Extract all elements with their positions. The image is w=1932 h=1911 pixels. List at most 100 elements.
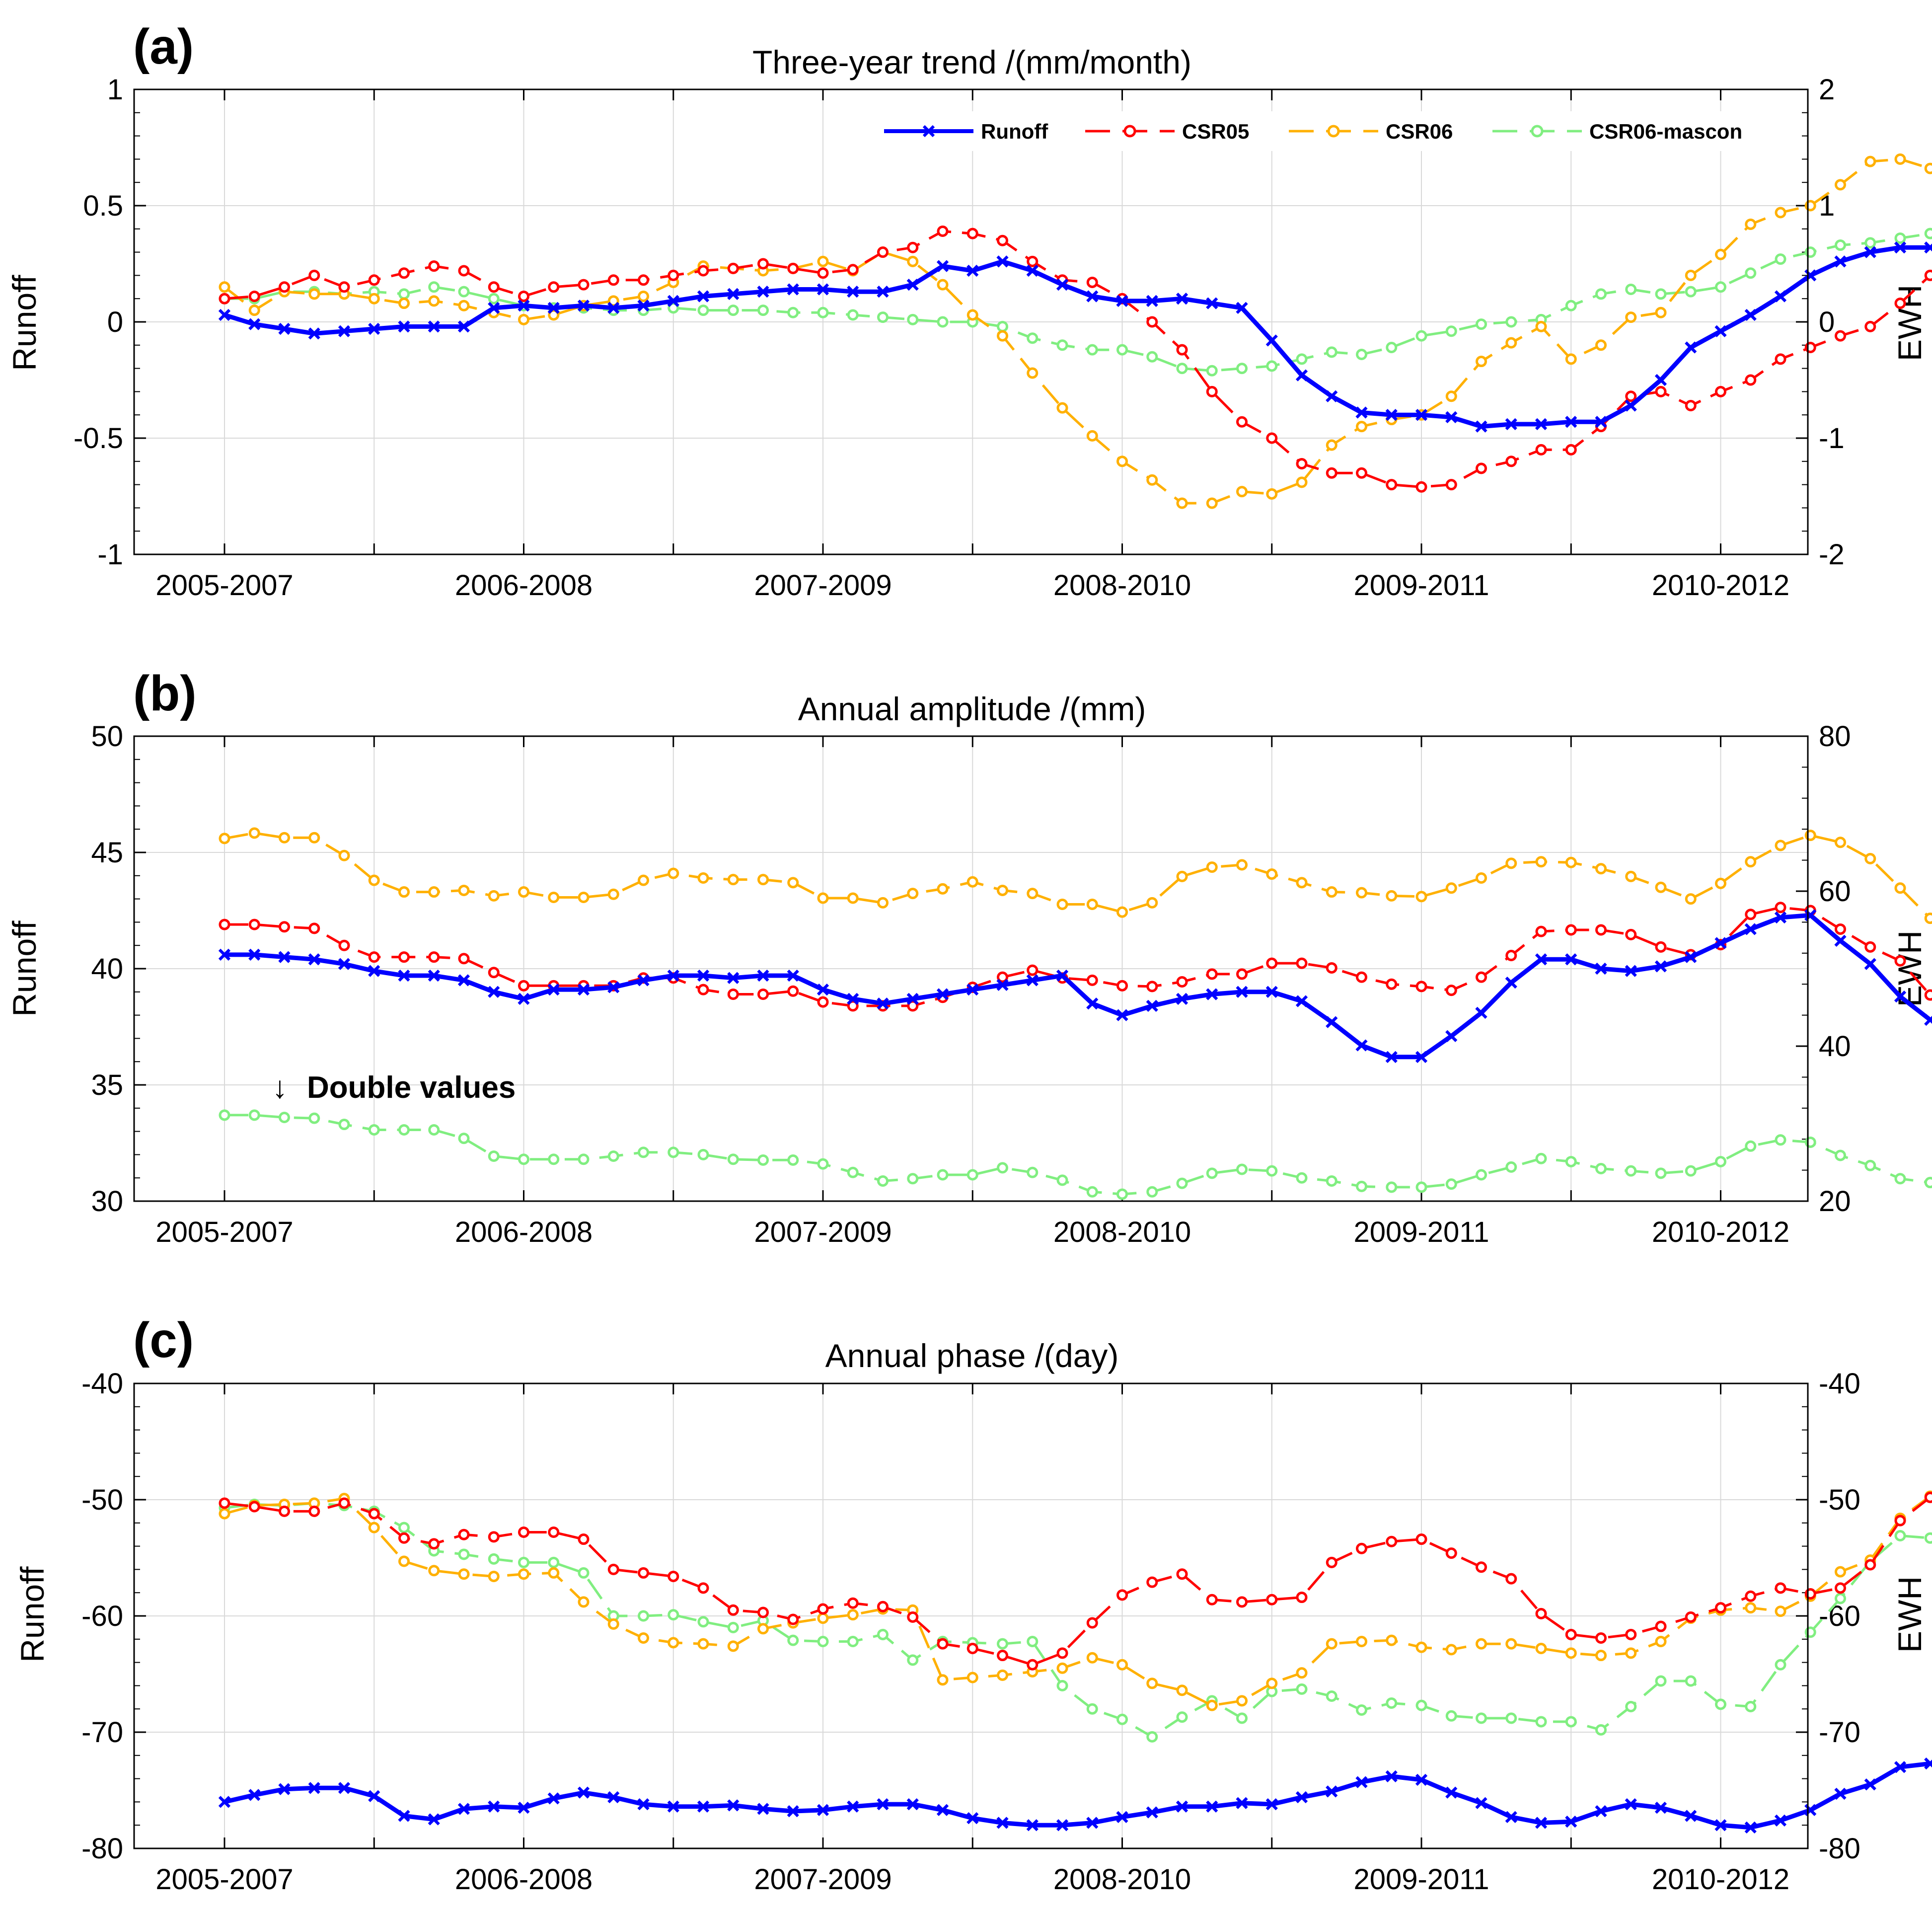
- series-runoff-point: [727, 288, 740, 300]
- series-runoff-point: [1744, 923, 1757, 935]
- panel-b-label: (b): [133, 666, 197, 721]
- series-runoff-point: [1206, 1800, 1218, 1813]
- series-runoff-point: [996, 979, 1009, 991]
- series-runoff-point: [218, 948, 231, 961]
- series-csr06-mascon-point: [1894, 232, 1906, 244]
- series-csr05-point: [1086, 1617, 1098, 1629]
- series-csr05-point: [1027, 964, 1039, 976]
- series-runoff-point: [936, 260, 949, 272]
- series-csr05-point: [1027, 255, 1039, 267]
- series-csr06-mascon-point: [1415, 1181, 1427, 1193]
- series-runoff-point: [1026, 1819, 1039, 1832]
- series-csr05-point: [907, 241, 919, 253]
- series-runoff-point: [877, 997, 889, 1010]
- series-runoff-point: [966, 264, 979, 277]
- series-runoff-point: [1086, 1817, 1099, 1829]
- series-csr06-point: [398, 1555, 410, 1567]
- legend-csr06-marker: [1327, 125, 1340, 138]
- series-csr06-mascon-point: [1116, 1713, 1128, 1725]
- series-csr06-point: [398, 886, 410, 898]
- legend-runoff-marker: [922, 125, 935, 138]
- series-csr06-mascon-point: [787, 306, 799, 318]
- series-csr05-point: [877, 246, 889, 258]
- series-runoff-point: [338, 1782, 351, 1794]
- panel-b-title: Annual amplitude /(mm): [798, 690, 1146, 727]
- series-csr05-point: [488, 967, 500, 979]
- series-csr06-mascon-point: [219, 1109, 230, 1121]
- series-csr06-point: [1655, 306, 1667, 318]
- series-csr06-point: [1176, 497, 1188, 509]
- y-tick-label-left: 45: [91, 837, 123, 869]
- panel-a-title: Three-year trend /(mm/month): [752, 44, 1191, 80]
- series-csr06-point: [1924, 162, 1932, 174]
- series-runoff-point: [787, 1805, 799, 1818]
- series-csr06-mascon-line: [224, 1502, 1932, 1738]
- series-csr06-point: [1386, 1634, 1398, 1646]
- series-csr06-mascon-point: [787, 1634, 799, 1646]
- y-tick-label-left: -0.5: [74, 422, 123, 455]
- series-csr05-point: [368, 951, 380, 963]
- series-runoff-point: [1265, 1798, 1278, 1811]
- series-csr06-point: [219, 281, 230, 293]
- series-runoff-point: [1595, 1805, 1607, 1818]
- series-csr06-point: [1595, 1650, 1607, 1662]
- series-csr06-mascon-point: [1685, 1165, 1697, 1177]
- series-csr05-point: [817, 267, 829, 279]
- series-csr05-point: [1505, 1573, 1517, 1585]
- series-csr05-point: [518, 980, 529, 992]
- plot-frame: [133, 1382, 1809, 1849]
- series-csr06-mascon-point: [458, 1133, 470, 1145]
- series-csr05-point: [1535, 1607, 1547, 1619]
- series-runoff-point: [248, 948, 261, 961]
- series-csr05-point: [1415, 481, 1427, 493]
- series-csr06-mascon-point: [1715, 281, 1726, 293]
- series-csr06-mascon-point: [1655, 288, 1667, 300]
- series-csr05-line: [224, 230, 1932, 488]
- series-runoff-point: [1265, 334, 1278, 347]
- series-csr05-point: [1625, 1628, 1637, 1640]
- series-csr06-mascon-point: [727, 305, 739, 316]
- series-csr06-point: [787, 877, 799, 889]
- annotation-arrow: ↓: [272, 1070, 288, 1105]
- series-csr06-mascon-point: [697, 1148, 709, 1160]
- series-csr06-mascon-point: [907, 1173, 919, 1185]
- plot-frame: [133, 735, 1809, 1202]
- series-csr06-point: [697, 1638, 709, 1650]
- series-csr06: [219, 153, 1932, 509]
- series-csr05-point: [1685, 399, 1697, 411]
- series-csr05-point: [966, 228, 978, 239]
- series-runoff-point: [1654, 960, 1667, 973]
- series-csr05-point: [1326, 962, 1338, 974]
- series-csr06-mascon-point: [1505, 1712, 1517, 1724]
- series-csr06-mascon-point: [1924, 228, 1932, 239]
- series-csr06-mascon-point: [1476, 1712, 1487, 1724]
- panel-c-ylabel-right: EWH: [1891, 1576, 1928, 1653]
- series-csr05-point: [1864, 941, 1876, 953]
- series-csr06-point: [1565, 1647, 1577, 1659]
- series-csr05-point: [1565, 444, 1577, 456]
- series-runoff-point: [1535, 418, 1548, 431]
- series-csr06-mascon-point: [1864, 1159, 1876, 1171]
- series-csr05-point: [1206, 385, 1218, 397]
- series-runoff-point: [278, 322, 291, 335]
- series-csr06-mascon-point: [1326, 1175, 1338, 1187]
- series-csr06-point: [398, 298, 410, 309]
- series-csr06-point: [279, 832, 290, 843]
- series-csr06-mascon-point: [1146, 1731, 1158, 1743]
- series-runoff-point: [1056, 278, 1069, 291]
- series-runoff-point: [1744, 1821, 1757, 1834]
- series-csr05-point: [727, 262, 739, 274]
- series-csr05-point: [757, 258, 769, 270]
- series-csr06-mascon-point: [607, 1150, 619, 1162]
- series-csr06-point: [1685, 893, 1697, 905]
- series-runoff-point: [966, 983, 979, 996]
- series-runoff-point: [488, 986, 500, 998]
- series-runoff-point: [1236, 986, 1248, 998]
- series-csr06-point: [668, 867, 679, 879]
- series-csr05-point: [1146, 316, 1158, 328]
- x-tick-label: 2010-2012: [1652, 1216, 1789, 1248]
- series-runoff-point: [1924, 1758, 1932, 1770]
- x-tick-label: 2008-2010: [1053, 1863, 1191, 1896]
- series-runoff-point: [1774, 1814, 1787, 1827]
- y-tick-label-right: -60: [1819, 1600, 1860, 1632]
